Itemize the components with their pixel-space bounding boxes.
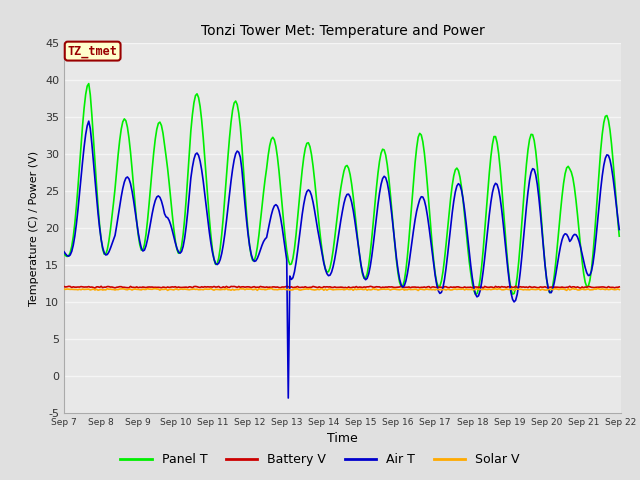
Title: Tonzi Tower Met: Temperature and Power: Tonzi Tower Met: Temperature and Power [200,24,484,38]
Legend: Panel T, Battery V, Air T, Solar V: Panel T, Battery V, Air T, Solar V [115,448,525,471]
Text: TZ_tmet: TZ_tmet [68,45,118,58]
Y-axis label: Temperature (C) / Power (V): Temperature (C) / Power (V) [29,150,40,306]
X-axis label: Time: Time [327,432,358,445]
